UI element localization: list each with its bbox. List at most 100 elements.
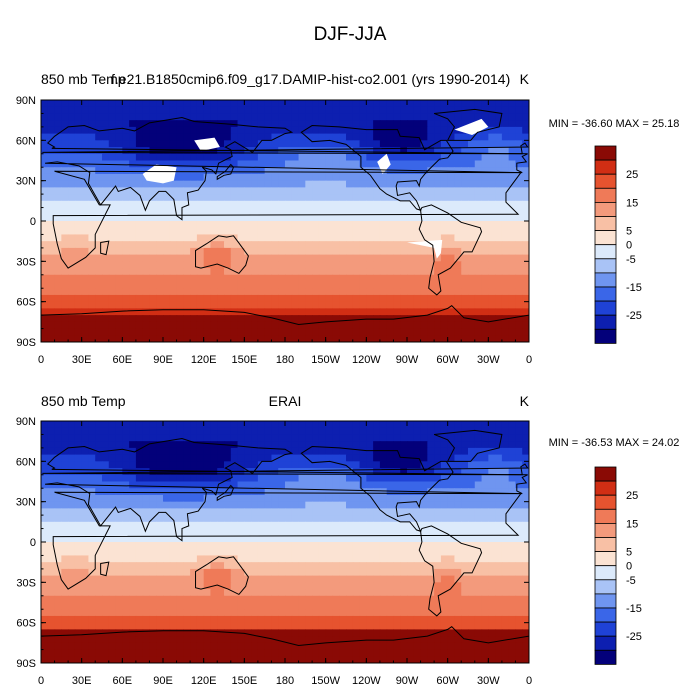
field-cell	[163, 602, 171, 610]
field-cell	[54, 126, 62, 135]
field-cell	[346, 254, 354, 262]
field-cell	[47, 521, 56, 530]
field-cell	[183, 595, 191, 604]
field-cell	[285, 434, 293, 442]
field-cell	[440, 468, 449, 476]
field-cell	[108, 568, 117, 577]
field-cell	[440, 622, 449, 630]
field-cell	[346, 100, 354, 108]
field-cell	[257, 434, 266, 442]
field-cell	[68, 328, 76, 336]
field-cell	[156, 421, 164, 429]
field-cell	[203, 268, 212, 276]
field-cell	[312, 214, 320, 222]
field-cell	[366, 247, 374, 256]
field-cell	[278, 120, 286, 128]
field-cell	[366, 582, 374, 590]
field-cell	[54, 609, 62, 617]
field-cell	[129, 140, 137, 148]
field-cell	[102, 595, 110, 604]
field-cell	[61, 321, 69, 330]
field-cell	[434, 120, 442, 128]
field-cell	[176, 508, 184, 516]
field-cell	[298, 113, 306, 121]
field-cell	[81, 595, 90, 604]
field-cell	[298, 281, 306, 289]
field-cell	[278, 568, 286, 577]
field-cell	[312, 140, 320, 148]
field-cell	[129, 100, 137, 108]
field-cell	[481, 321, 489, 330]
field-cell	[224, 494, 232, 503]
field-cell	[325, 481, 334, 489]
field-cell	[224, 160, 232, 168]
field-cell	[298, 247, 306, 256]
field-cell	[95, 315, 103, 323]
field-cell	[468, 173, 476, 182]
field-cell	[74, 434, 83, 442]
field-cell	[176, 153, 184, 162]
field-cell	[481, 589, 489, 597]
field-cell	[400, 274, 408, 283]
y-tick-label: 60S	[16, 297, 36, 309]
field-cell	[271, 274, 279, 283]
field-cell	[379, 268, 388, 276]
field-cell	[393, 602, 401, 610]
field-cell	[522, 474, 529, 483]
field-cell	[291, 508, 300, 516]
field-cell	[149, 582, 157, 590]
field-cell	[434, 542, 442, 550]
field-cell	[217, 126, 225, 135]
field-cell	[68, 120, 76, 128]
field-cell	[522, 214, 529, 222]
field-cell	[176, 294, 184, 303]
field-cell	[481, 308, 489, 316]
field-cell	[163, 254, 171, 262]
field-cell	[285, 535, 293, 543]
field-cell	[230, 120, 239, 128]
field-cell	[413, 207, 422, 215]
coastline	[42, 142, 529, 155]
field-cell	[156, 227, 164, 236]
coastline	[52, 170, 522, 269]
field-cell	[183, 315, 191, 323]
field-cell	[393, 274, 401, 283]
field-cell	[285, 281, 293, 289]
field-cell	[305, 180, 313, 188]
field-cell	[95, 247, 103, 256]
field-cell	[163, 227, 171, 236]
field-cell	[81, 328, 90, 336]
field-cell	[420, 227, 428, 236]
field-cell	[61, 294, 69, 303]
field-cell	[488, 160, 496, 168]
field-cell	[278, 301, 286, 309]
field-cell	[47, 227, 56, 236]
field-cell	[515, 494, 523, 503]
field-cell	[468, 335, 476, 342]
field-cell	[291, 321, 300, 330]
field-cell	[454, 328, 462, 336]
field-cell	[352, 548, 361, 557]
field-cell	[447, 100, 456, 108]
field-cell	[149, 568, 157, 577]
field-cell	[522, 615, 529, 624]
field-cell	[190, 494, 198, 503]
field-cell	[447, 207, 456, 215]
field-cell	[413, 261, 422, 269]
field-cell	[366, 535, 374, 543]
field-cell	[244, 474, 252, 483]
map-panel-2: 0 30E 60E 90E 120E 150E 180 150W 120W 90W 60W 30W 09…	[16, 393, 680, 687]
field-cell	[203, 589, 212, 597]
field-cell	[115, 207, 123, 215]
field-cell	[434, 100, 442, 108]
field-cell	[54, 288, 62, 296]
field-cell	[81, 268, 90, 276]
field-cell	[135, 147, 144, 155]
field-cell	[522, 421, 529, 429]
field-cell	[393, 147, 401, 155]
field-cell	[163, 234, 171, 242]
field-cell	[346, 528, 354, 536]
field-cell	[413, 508, 422, 516]
field-cell	[481, 294, 489, 303]
